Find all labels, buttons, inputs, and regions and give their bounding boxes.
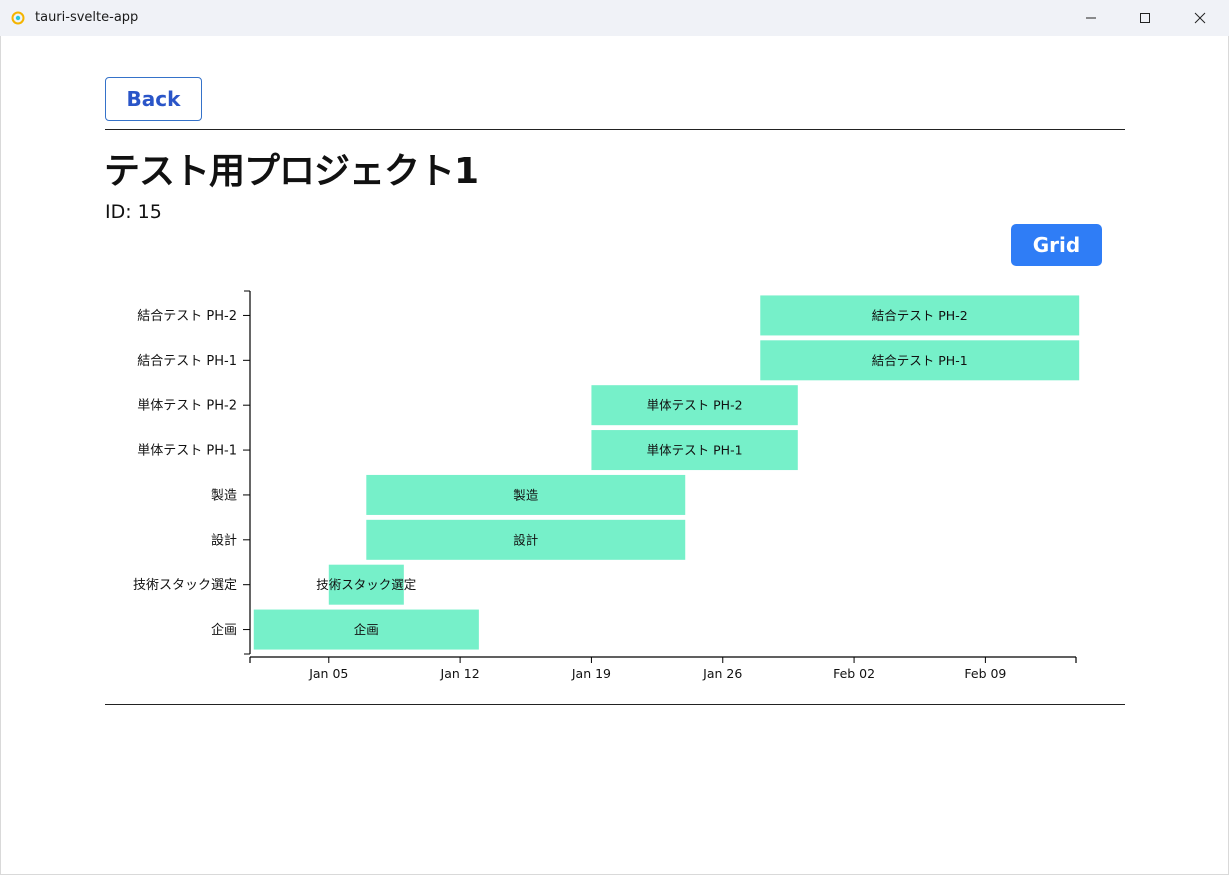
x-axis-tick-label: Jan 12 (440, 666, 480, 681)
back-button[interactable]: Back (105, 77, 202, 121)
x-axis-tick-label: Feb 02 (833, 666, 875, 681)
project-id: ID: 15 (105, 201, 162, 223)
y-axis-label: 結合テスト PH-1 (137, 354, 237, 369)
gantt-bar-label: 単体テスト PH-1 (647, 443, 743, 458)
gantt-bar (366, 519, 686, 560)
y-axis-label: 設計 (211, 532, 237, 548)
gantt-bar (253, 609, 479, 650)
maximize-button[interactable] (1120, 0, 1170, 36)
page-title: テスト用プロジェクト1 (104, 151, 479, 192)
gantt-bar-label: 結合テスト PH-2 (872, 308, 968, 323)
gantt-bar-label: 設計 (513, 532, 538, 547)
gantt-bar (760, 340, 1080, 381)
x-axis-tick-label: Jan 19 (571, 666, 611, 681)
gantt-bar (366, 474, 686, 515)
y-axis-label: 単体テスト PH-1 (137, 443, 237, 459)
grid-button[interactable]: Grid (1011, 224, 1102, 266)
gantt-bar (591, 385, 798, 426)
y-axis-label: 技術スタック選定 (133, 578, 237, 593)
window-titlebar: tauri-svelte-app (0, 0, 1229, 36)
minimize-button[interactable] (1066, 0, 1116, 36)
close-icon (1194, 12, 1206, 24)
maximize-icon (1140, 13, 1150, 23)
x-axis-tick-label: Feb 09 (964, 666, 1006, 681)
gantt-bar-label: 製造 (513, 487, 539, 502)
gantt-bar-label: 技術スタック選定 (316, 577, 416, 592)
gantt-bar (328, 564, 404, 605)
minimize-icon (1086, 17, 1096, 19)
gantt-bar-label: 企画 (354, 622, 379, 637)
gantt-bar-label: 単体テスト PH-2 (647, 398, 743, 413)
gantt-bar (760, 295, 1080, 336)
y-axis-label: 企画 (211, 622, 237, 638)
divider-bottom (105, 704, 1125, 705)
y-axis-label: 単体テスト PH-2 (137, 398, 237, 414)
x-axis-tick-label: Jan 26 (702, 666, 742, 681)
close-button[interactable] (1175, 0, 1225, 36)
app-icon (11, 11, 25, 25)
gantt-bar-label: 結合テスト PH-1 (872, 353, 968, 368)
x-axis-tick-label: Jan 05 (308, 666, 348, 681)
window-title: tauri-svelte-app (35, 10, 139, 25)
divider-top (105, 129, 1125, 130)
y-axis-label: 結合テスト PH-2 (137, 309, 237, 324)
gantt-bar (591, 430, 798, 471)
y-axis-label: 製造 (211, 488, 237, 503)
